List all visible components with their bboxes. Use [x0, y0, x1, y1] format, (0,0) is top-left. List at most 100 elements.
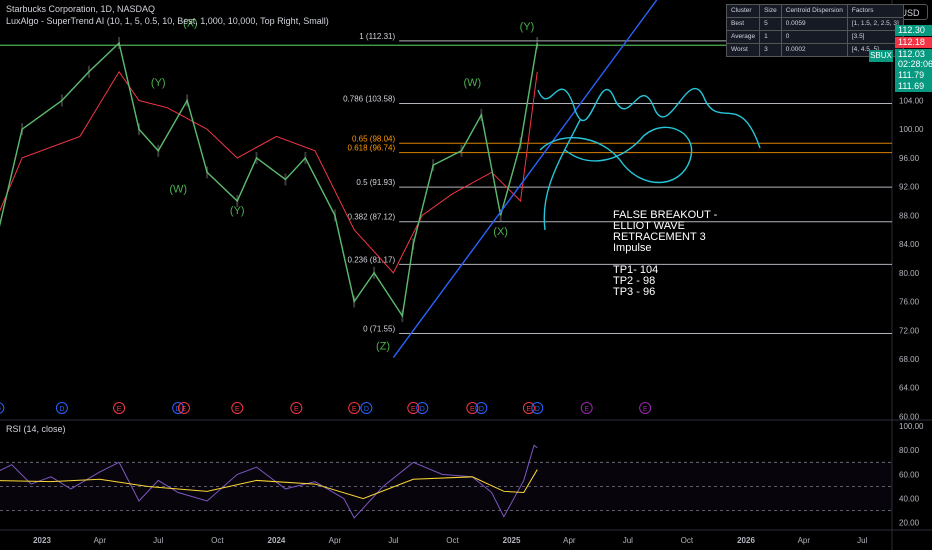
table-cell: 0 — [780, 30, 848, 44]
table-header-cell: Size — [759, 4, 782, 18]
x-tick-label: Apr — [563, 536, 576, 545]
table-cell: 3 — [759, 43, 782, 57]
y-tick-label: 88.00 — [899, 211, 920, 220]
table-cell: 5 — [759, 17, 782, 31]
event-marker-label: D — [0, 406, 1, 413]
event-marker — [360, 402, 373, 414]
event-marker-label: E — [643, 406, 648, 413]
table-header-cell: Factors — [846, 4, 904, 18]
event-marker — [55, 402, 68, 414]
fib-level-label: 0.618 (96.74) — [348, 144, 396, 153]
price-tag: 111.69 — [895, 81, 932, 92]
event-marker — [531, 402, 544, 414]
y-tick-label: 84.00 — [899, 240, 920, 249]
event-marker-label: E — [411, 406, 416, 413]
fib-level-label: 0.382 (87.12) — [348, 213, 396, 222]
wave-label: (Y) — [520, 21, 535, 33]
table-row: Average 1 0 [3.5] — [725, 30, 904, 44]
event-marker — [113, 402, 126, 414]
y-tick-label: 60.00 — [899, 412, 920, 421]
rsi-y-tick-label: 40.00 — [899, 495, 920, 504]
table-cell: 0.0059 — [780, 17, 848, 31]
wave-zigzag — [0, 41, 538, 318]
price-tag: 112.18 — [895, 37, 932, 48]
price-tag: 112.03 — [895, 49, 932, 60]
indicator-legend[interactable]: LuxAlgo - SuperTrend AI (10, 1, 5, 0.5, … — [6, 16, 329, 26]
trendline — [392, 0, 658, 358]
event-marker — [416, 402, 429, 414]
event-marker — [0, 402, 5, 414]
fib-level-label: 1 (112.31) — [359, 32, 395, 41]
wave-label: (Z) — [376, 341, 390, 353]
supertrend-line — [0, 70, 538, 274]
event-marker-label: D — [59, 406, 64, 413]
x-tick-label: Jul — [153, 536, 163, 545]
table-cell: Best — [725, 17, 761, 31]
table-row: Best 5 0.0059 [1, 1.5, 2, 2.5, 3] — [725, 17, 904, 31]
y-tick-label: 104.00 — [899, 97, 924, 106]
wave-label: (X) — [183, 18, 198, 30]
rsi-y-tick-label: 100.00 — [899, 422, 924, 431]
x-tick-label: 2023 — [33, 536, 51, 545]
event-marker — [407, 402, 420, 414]
y-tick-label: 96.00 — [899, 154, 920, 163]
event-marker-label: E — [235, 406, 240, 413]
y-tick-label: 64.00 — [899, 384, 920, 393]
event-marker — [475, 402, 488, 414]
x-tick-label: 2026 — [737, 536, 755, 545]
rsi-line — [0, 444, 538, 519]
x-tick-label: Jul — [388, 536, 398, 545]
y-tick-label: 92.00 — [899, 183, 920, 192]
y-tick-label: 76.00 — [899, 298, 920, 307]
rsi-y-tick-label: 60.00 — [899, 470, 920, 479]
event-marker-label: E — [294, 406, 299, 413]
price-tag: 111.79 — [895, 70, 932, 81]
event-marker-label: E — [117, 406, 122, 413]
event-marker — [466, 402, 479, 414]
x-tick-label: Jul — [623, 536, 633, 545]
price-line — [0, 41, 538, 318]
event-marker-label: E — [182, 406, 187, 413]
wave-label: (X) — [493, 226, 508, 238]
x-tick-label: Oct — [681, 536, 694, 545]
table-cell: 1 — [759, 30, 782, 44]
fib-level-label: 0 (71.55) — [363, 324, 395, 333]
y-tick-label: 68.00 — [899, 355, 920, 364]
table-header-row: Cluster Size Centroid Dispersion Factors — [725, 4, 904, 18]
wave-label: (W) — [464, 77, 482, 89]
x-tick-label: 2024 — [268, 536, 286, 545]
wave-label: (Y) — [151, 77, 166, 89]
table-cell: Average — [725, 30, 761, 44]
event-marker — [348, 402, 361, 414]
rsi-y-tick-label: 20.00 — [899, 519, 920, 528]
trade-annotation[interactable]: FALSE BREAKOUT - ELLIOT WAVE RETRACEMENT… — [613, 209, 718, 298]
x-tick-label: Apr — [798, 536, 811, 545]
price-countdown: 02:28:06 — [895, 59, 932, 70]
x-tick-label: Apr — [94, 536, 107, 545]
chart-title: Starbucks Corporation, 1D, NASDAQ — [6, 4, 156, 14]
event-marker — [639, 402, 652, 414]
event-marker-label: D — [420, 406, 425, 413]
event-marker-label: E — [352, 406, 357, 413]
event-marker-label: D — [535, 406, 540, 413]
event-marker-label: E — [584, 406, 589, 413]
event-marker — [522, 402, 535, 414]
fib-level-label: 0.65 (98.04) — [352, 134, 395, 143]
event-marker — [172, 402, 185, 414]
fib-level-label: 0.236 (81.17) — [348, 255, 396, 264]
table-row: Worst 3 0.0002 [4, 4.5, 5] — [725, 43, 904, 57]
event-marker — [177, 402, 190, 414]
y-tick-label: 80.00 — [899, 269, 920, 278]
event-marker-label: E — [527, 406, 532, 413]
table-header-cell: Cluster — [725, 4, 761, 18]
rsi-legend[interactable]: RSI (14, close) — [6, 424, 66, 434]
rsi-ma-line — [0, 469, 538, 500]
price-tag: 112.30 — [895, 25, 932, 36]
x-tick-label: Oct — [211, 536, 224, 545]
event-marker — [231, 402, 244, 414]
event-marker-label: E — [470, 406, 475, 413]
fib-level-label: 0.786 (103.58) — [343, 95, 395, 104]
x-tick-label: Oct — [446, 536, 459, 545]
table-cell: Worst — [725, 43, 761, 57]
